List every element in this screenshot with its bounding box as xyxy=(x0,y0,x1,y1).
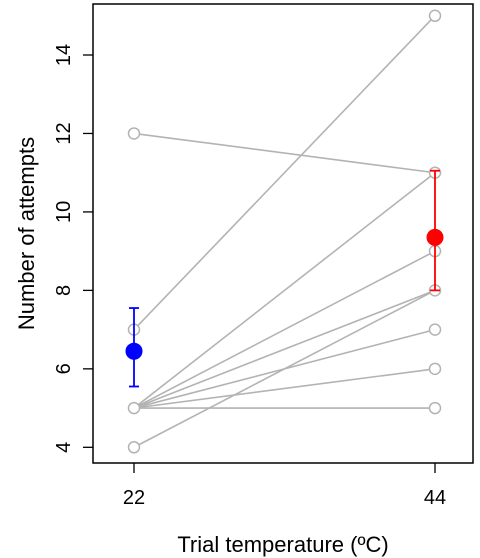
individual-line xyxy=(139,133,430,173)
individual-point xyxy=(127,401,141,415)
y-tick-label: 4 xyxy=(53,442,75,453)
y-tick-label: 8 xyxy=(53,285,75,296)
individual-line xyxy=(138,291,431,407)
individual-line xyxy=(137,175,432,406)
individual-point xyxy=(428,323,442,336)
individual-point xyxy=(428,401,442,415)
plot-frame xyxy=(92,3,474,464)
y-tick-label: 14 xyxy=(53,44,75,66)
y-tick-label: 12 xyxy=(53,122,75,144)
individual-point xyxy=(127,441,141,454)
y-tick-label: 6 xyxy=(53,363,75,374)
x-axis: 22 44 xyxy=(123,463,446,509)
mean-point xyxy=(125,342,143,360)
x-tick-label: 44 xyxy=(424,487,446,509)
individual-line xyxy=(139,368,430,409)
mean-point xyxy=(426,228,444,246)
individual-point xyxy=(127,127,141,140)
individual-line xyxy=(138,252,431,407)
individual-point xyxy=(428,9,442,23)
y-axis: 4 6 8 10 12 14 xyxy=(53,44,93,453)
x-axis-title: Trial temperature (ºC) xyxy=(177,532,388,557)
mean-markers xyxy=(125,169,444,388)
y-tick-label: 10 xyxy=(53,201,75,223)
individual-lines xyxy=(137,19,432,446)
x-tick-label: 22 xyxy=(123,487,145,509)
individual-point xyxy=(428,362,442,376)
individual-line xyxy=(138,292,431,446)
y-axis-title: Number of attempts xyxy=(14,137,39,330)
individual-line xyxy=(137,19,432,327)
